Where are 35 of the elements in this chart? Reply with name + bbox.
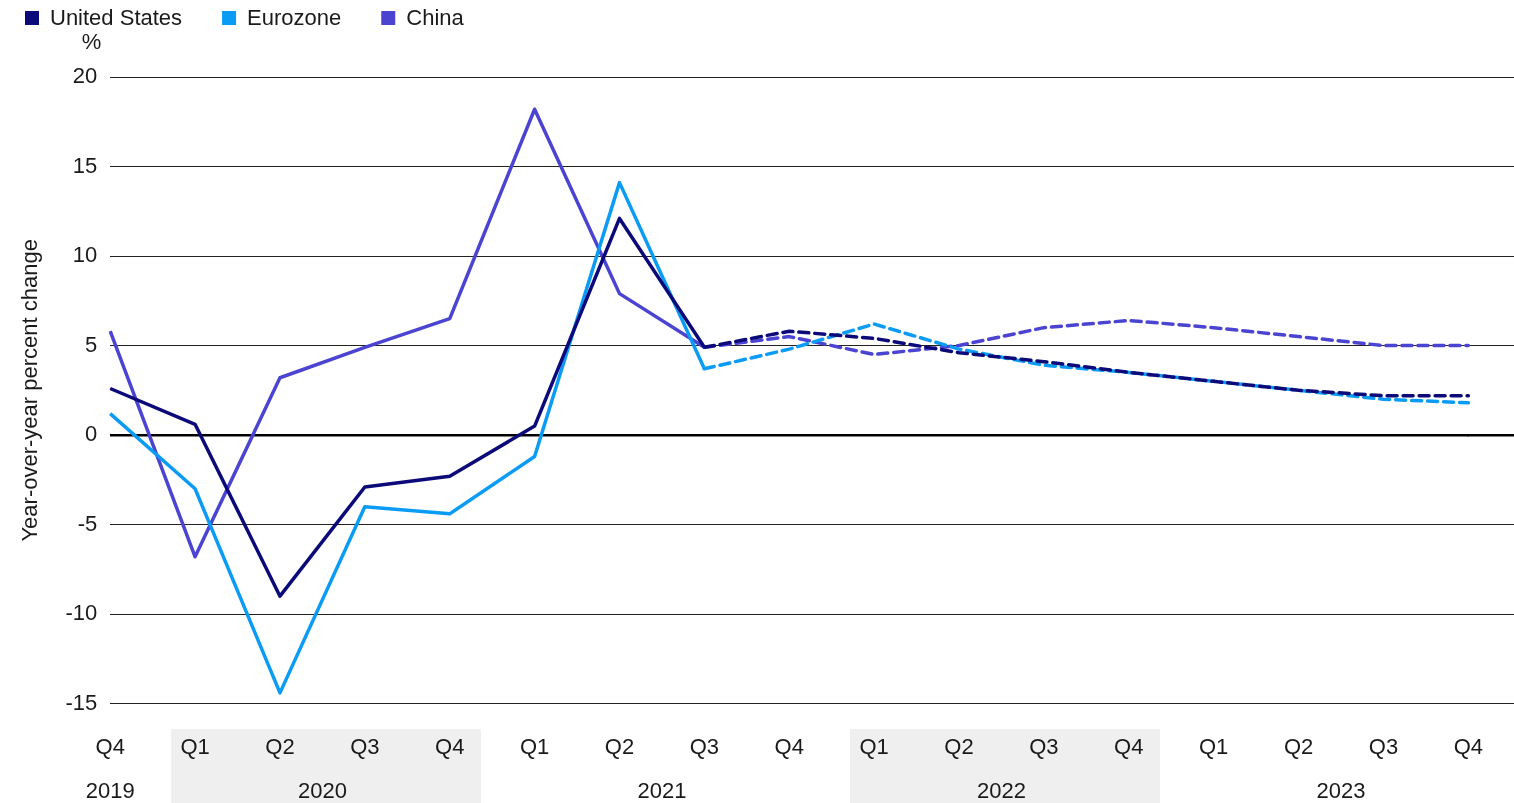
x-tick-label: Q1 — [1199, 733, 1229, 759]
x-tick-label: Q1 — [519, 733, 550, 759]
y-tick-label: 0 — [84, 421, 98, 447]
y-axis-title: Year-over-year percent change — [17, 239, 43, 542]
x-tick-label: Q4 — [1453, 733, 1484, 759]
y-tick-label: -10 — [65, 600, 98, 626]
x-tick-label: Q3 — [350, 733, 380, 759]
x-tick-label: Q3 — [689, 733, 720, 759]
y-tick-label: -5 — [77, 510, 98, 536]
x-tick-label: Q2 — [604, 733, 635, 759]
x-tick-label: Q4 — [435, 733, 465, 759]
legend-label: China — [406, 5, 465, 31]
x-tick-label: Q2 — [265, 733, 295, 759]
text: 2021 — [637, 777, 687, 803]
y-tick-label: 20 — [72, 63, 98, 89]
x-tick-label: Q2 — [944, 733, 974, 759]
x-tick-label: Q1 — [180, 733, 210, 759]
text: 2019 — [85, 777, 135, 803]
text: 2020 — [297, 777, 347, 803]
y-tick-label: -15 — [65, 689, 98, 715]
x-tick-label: Q2 — [1283, 733, 1314, 759]
x-tick-label: Q3 — [1368, 733, 1399, 759]
y-tick-label: 10 — [72, 242, 98, 268]
text: 2023 — [1316, 777, 1366, 803]
x-tick-label: Q4 — [1114, 733, 1144, 759]
y-tick-label: 15 — [72, 152, 98, 178]
text: % — [81, 29, 102, 55]
x-tick-label: Q4 — [774, 733, 804, 759]
y-tick-label: 5 — [84, 331, 98, 357]
text: 2022 — [976, 777, 1026, 803]
x-tick-label: Q3 — [1029, 733, 1059, 759]
x-tick-label: Q4 — [95, 733, 125, 759]
legend-label: United States — [50, 5, 183, 31]
x-tick-label: Q1 — [859, 733, 889, 759]
legend-label: Eurozone — [247, 5, 342, 31]
